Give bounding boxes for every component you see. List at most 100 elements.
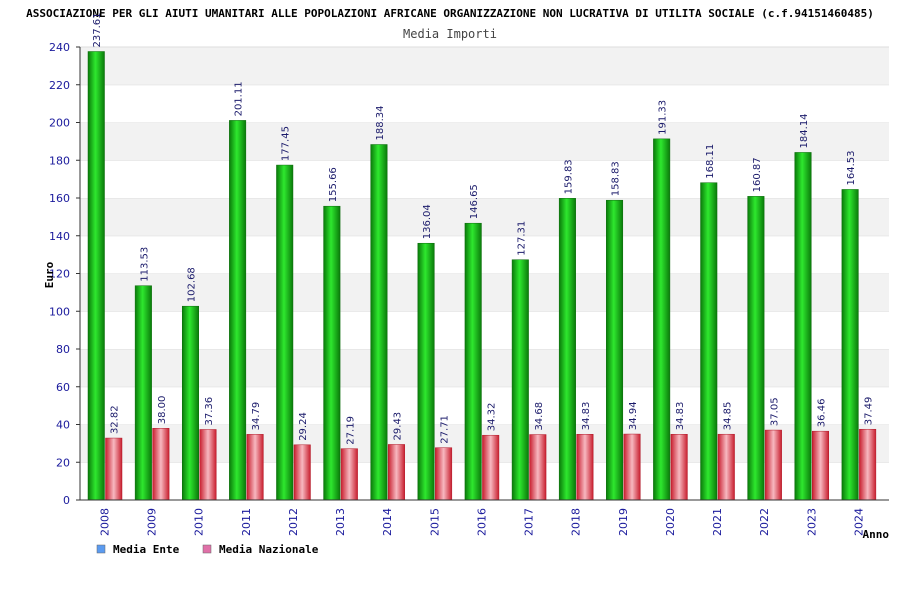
data-label-media-ente-2016: 146.65 <box>469 184 480 219</box>
x-tick-label: 2023 <box>805 508 818 536</box>
x-tick-label: 2011 <box>240 508 253 536</box>
data-label-media-ente-2018: 159.83 <box>563 159 574 194</box>
bar-media-ente-2017 <box>511 259 529 501</box>
data-label-media-ente-2017: 127.31 <box>516 221 527 256</box>
data-label-media-ente-2024: 164.53 <box>846 150 857 185</box>
data-label-media-ente-2014: 188.34 <box>375 106 386 141</box>
data-label-media-ente-2009: 113.53 <box>139 247 150 282</box>
x-tick-label: 2024 <box>852 508 865 536</box>
bar-media-nazionale-2011 <box>246 434 264 501</box>
bar-media-nazionale-2024 <box>859 428 877 501</box>
bar-media-ente-2010 <box>181 305 199 501</box>
grid-band <box>80 273 889 312</box>
bar-media-ente-2021 <box>700 182 718 501</box>
x-tick-label: 2020 <box>664 508 677 536</box>
data-label-media-ente-2011: 201.11 <box>234 81 245 116</box>
grid-band <box>80 84 889 123</box>
data-label-media-ente-2015: 136.04 <box>422 204 433 239</box>
bar-media-ente-2011 <box>229 120 247 501</box>
x-tick-label: 2014 <box>381 508 394 536</box>
legend-swatch-media-ente <box>96 544 106 554</box>
data-label-media-nazionale-2014: 29.43 <box>392 412 403 441</box>
data-label-media-nazionale-2023: 36.46 <box>817 399 828 428</box>
x-tick-label: 2022 <box>758 508 771 536</box>
data-label-media-ente-2021: 168.11 <box>705 144 716 179</box>
bar-media-nazionale-2021 <box>717 433 735 501</box>
x-tick-label: 2012 <box>287 508 300 536</box>
bar-media-ente-2020 <box>653 138 671 501</box>
x-tick-label: 2017 <box>523 508 536 536</box>
grid-band <box>80 235 889 274</box>
bar-media-ente-2018 <box>558 198 576 501</box>
grid-band <box>80 122 889 161</box>
data-label-media-ente-2022: 160.87 <box>752 157 763 192</box>
y-tick-label: 40 <box>56 419 70 432</box>
y-tick-label: 80 <box>56 343 70 356</box>
grid-band <box>80 386 889 425</box>
data-label-media-nazionale-2015: 27.71 <box>440 415 451 444</box>
x-tick-label: 2021 <box>711 508 724 536</box>
bar-media-ente-2023 <box>794 152 812 501</box>
bar-media-nazionale-2015 <box>435 447 453 501</box>
data-label-media-nazionale-2024: 37.49 <box>864 397 875 426</box>
legend-label-media-nazionale: Media Nazionale <box>219 543 319 556</box>
y-tick-label: 200 <box>49 117 70 130</box>
data-label-media-nazionale-2021: 34.85 <box>722 402 733 431</box>
y-tick-label: 100 <box>49 305 70 318</box>
bar-media-ente-2008 <box>87 51 105 501</box>
bar-media-nazionale-2012 <box>293 444 311 501</box>
bar-media-ente-2016 <box>464 222 482 501</box>
data-label-media-nazionale-2008: 32.82 <box>110 405 121 434</box>
data-label-media-nazionale-2010: 37.36 <box>204 397 215 426</box>
bar-media-ente-2024 <box>841 189 859 501</box>
grid-band <box>80 349 889 387</box>
y-tick-label: 0 <box>63 494 70 507</box>
bar-media-ente-2022 <box>747 196 765 501</box>
x-tick-label: 2008 <box>99 508 112 536</box>
data-label-media-nazionale-2020: 34.83 <box>675 402 686 431</box>
y-tick-label: 140 <box>49 230 70 243</box>
x-tick-label: 2013 <box>334 508 347 536</box>
data-label-media-nazionale-2017: 34.68 <box>534 402 545 431</box>
y-tick-label: 220 <box>49 79 70 92</box>
bar-media-nazionale-2013 <box>340 448 358 501</box>
y-tick-label: 240 <box>49 41 70 54</box>
x-tick-label: 2019 <box>617 508 630 536</box>
data-label-media-ente-2012: 177.45 <box>281 126 292 161</box>
data-label-media-nazionale-2009: 38.00 <box>157 396 168 425</box>
bar-media-ente-2014 <box>370 144 388 501</box>
data-label-media-ente-2020: 191.33 <box>658 100 669 135</box>
grid-band <box>80 198 889 236</box>
data-label-media-ente-2008: 237.61 <box>92 13 103 48</box>
bar-media-ente-2012 <box>276 164 294 501</box>
legend: Media Ente Media Nazionale <box>96 543 319 556</box>
y-axis-label: Euro <box>43 261 56 288</box>
x-axis-label: Anno <box>863 528 890 541</box>
x-tick-label: 2009 <box>146 508 159 536</box>
x-tick-label: 2010 <box>193 508 206 536</box>
chart-title: ASSOCIAZIONE PER GLI AIUTI UMANITARI ALL… <box>26 7 874 20</box>
data-label-media-ente-2010: 102.68 <box>186 267 197 302</box>
bar-media-nazionale-2018 <box>576 434 594 501</box>
bar-media-nazionale-2019 <box>623 433 641 501</box>
x-axis-ticks: 2008 2009 2010 2011 2012 2013 2014 2015 2016 2017… <box>99 508 866 536</box>
bar-media-ente-2013 <box>323 205 341 501</box>
y-tick-label: 160 <box>49 192 70 205</box>
bar-media-nazionale-2023 <box>812 430 830 501</box>
data-label-media-nazionale-2012: 29.24 <box>298 412 309 441</box>
bar-media-nazionale-2008 <box>105 437 123 501</box>
bar-media-nazionale-2016 <box>482 434 500 501</box>
data-label-media-nazionale-2022: 37.05 <box>769 397 780 426</box>
chart-subtitle: Media Importi <box>403 27 497 41</box>
bar-media-nazionale-2017 <box>529 434 547 501</box>
bar-media-ente-2015 <box>417 242 435 501</box>
data-label-media-nazionale-2011: 34.79 <box>251 402 262 431</box>
bar-media-nazionale-2009 <box>152 428 170 501</box>
x-tick-label: 2015 <box>428 508 441 536</box>
legend-label-media-ente: Media Ente <box>113 543 180 556</box>
y-tick-label: 60 <box>56 381 70 394</box>
y-tick-label: 180 <box>49 154 70 167</box>
y-tick-label: 120 <box>49 268 70 281</box>
y-axis-ticks: 0 20 40 60 80 100 120 140 160 180 200 220 240 <box>49 41 80 507</box>
